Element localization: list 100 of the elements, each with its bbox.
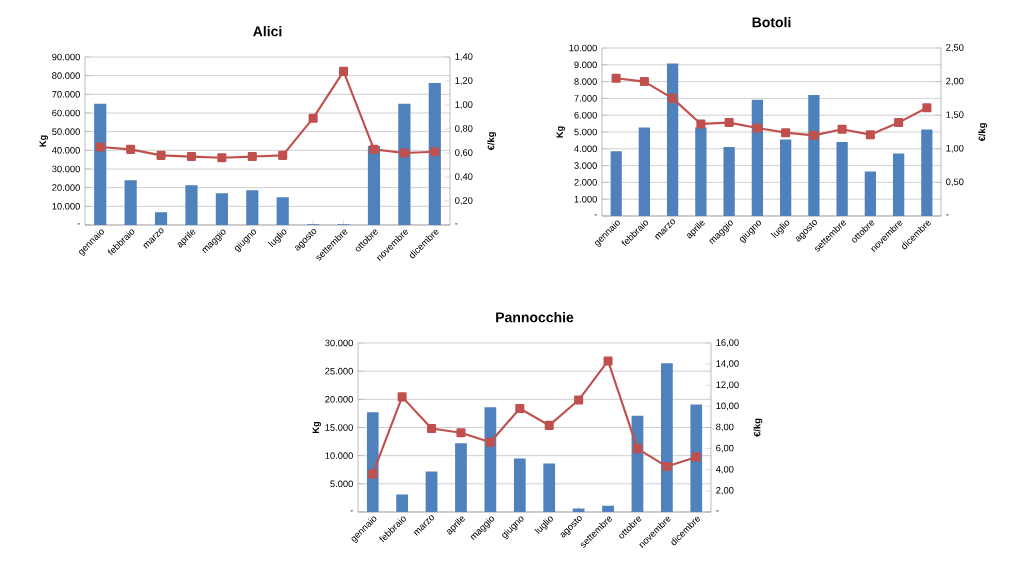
bar (124, 180, 137, 225)
point (922, 103, 932, 113)
bar (660, 363, 673, 512)
y-tick-label: 5.000 (330, 480, 353, 488)
point (724, 118, 734, 128)
point (95, 142, 105, 152)
y-axis-title: Kg (312, 421, 321, 434)
bar (484, 407, 497, 512)
point (544, 420, 554, 430)
point (217, 153, 227, 163)
y-tick-label: 2.000 (574, 179, 597, 186)
y-tick-label: 10.000 (325, 452, 353, 459)
point (752, 123, 762, 133)
bar (779, 139, 792, 216)
y-tick-label: 4.000 (574, 145, 597, 153)
point (430, 147, 440, 157)
y-tick-label: 6.000 (574, 111, 597, 119)
y-tick-label: 60.000 (52, 109, 80, 117)
point (515, 403, 525, 414)
y-tick-label: 25.000 (325, 367, 353, 375)
y-tick-label: 70.000 (52, 91, 80, 98)
point (278, 150, 288, 160)
y2-axis-title: €/kg (978, 123, 988, 142)
point (894, 118, 904, 128)
y2-tick-label: 14,00 (716, 360, 739, 368)
point (399, 148, 409, 158)
y2-tick-label: 0,60 (455, 149, 473, 157)
y-tick-label: 80.000 (52, 72, 80, 79)
y2-tick-label: 1,00 (455, 101, 473, 109)
y-tick-label: 30.000 (52, 165, 80, 173)
bar (398, 103, 411, 225)
point (247, 152, 257, 162)
point (611, 73, 621, 83)
point (369, 144, 379, 154)
chart-title: Pannocchie (496, 312, 574, 323)
bar (836, 142, 848, 216)
point (186, 152, 196, 162)
point (662, 462, 672, 472)
bar (185, 185, 198, 225)
point (397, 392, 407, 402)
y2-tick-label: 0,40 (455, 173, 473, 181)
y2-tick-label: 1,40 (455, 53, 473, 61)
bar (610, 151, 622, 216)
point (639, 77, 649, 87)
y2-tick-label: 4,00 (715, 465, 734, 474)
y-axis-title: Kg (39, 135, 48, 147)
bar (425, 471, 438, 512)
y-tick-label: 8.000 (574, 78, 597, 85)
bar (396, 494, 409, 512)
y-tick-label: 30.000 (325, 339, 353, 347)
point (865, 130, 875, 140)
y-tick-label: 5.000 (574, 128, 597, 136)
y-tick-label: 3.000 (574, 162, 597, 169)
point (574, 395, 584, 405)
y2-tick-label: 2,50 (946, 44, 964, 52)
y2-tick-label: 2,00 (716, 487, 734, 495)
bar (602, 505, 614, 512)
point (696, 119, 706, 129)
y2-tick-label: - (716, 510, 719, 512)
bar (638, 127, 651, 216)
bar (276, 197, 289, 225)
bar (246, 190, 259, 225)
y2-tick-label: 1,50 (946, 111, 964, 120)
bar (666, 63, 679, 216)
y-tick-label: - (77, 223, 80, 225)
bar (428, 83, 441, 225)
chart-title: Alici (253, 26, 282, 37)
y-tick-label: 1.000 (574, 195, 597, 203)
point (809, 130, 819, 140)
point (339, 66, 349, 76)
point (603, 356, 613, 366)
y-tick-label: 10.000 (569, 44, 597, 52)
y-tick-label: - (350, 510, 353, 512)
y2-tick-label: 10,00 (716, 402, 739, 411)
bar (695, 127, 707, 216)
point (485, 437, 495, 447)
y-axis-title: Kg (556, 126, 565, 138)
y2-tick-label: 1,20 (455, 77, 473, 85)
y2-tick-label: - (946, 214, 949, 216)
y-tick-label: 7.000 (574, 95, 597, 102)
y-tick-label: 90.000 (52, 53, 80, 61)
bar (690, 404, 703, 512)
point (632, 444, 642, 454)
point (668, 93, 678, 103)
y2-tick-label: 2,00 (946, 77, 964, 86)
bar (215, 193, 228, 225)
bar (808, 95, 820, 216)
bar (366, 412, 379, 512)
y-tick-label: 40.000 (51, 147, 80, 154)
bar (723, 147, 735, 216)
y2-tick-label: 1,00 (946, 144, 964, 153)
bar (154, 212, 168, 225)
bar (543, 463, 556, 512)
point (308, 113, 318, 123)
bar (751, 99, 764, 216)
y2-axis-title: €/kg (753, 418, 763, 437)
bar (367, 146, 381, 225)
y2-tick-label: 16,00 (716, 339, 739, 347)
y2-tick-label: 8,00 (716, 423, 734, 432)
y-tick-label: 20.000 (52, 184, 80, 191)
